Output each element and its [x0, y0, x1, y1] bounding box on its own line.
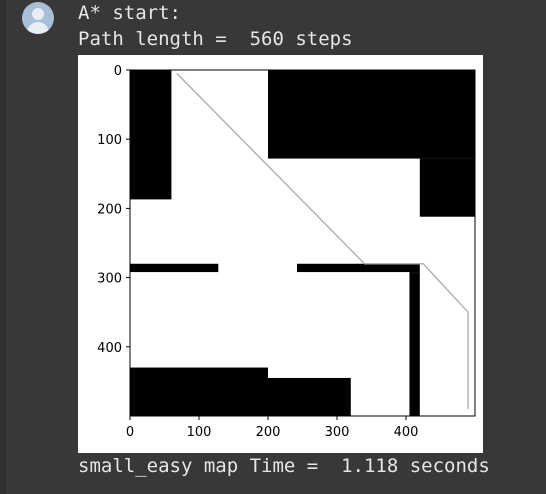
axes-frame — [129, 69, 476, 417]
output-line-time: small_easy map Time = 1.118 seconds — [78, 455, 490, 477]
y-tick-label-1: 100 — [97, 133, 122, 148]
maze-plot: 0 100 200 300 400 0 100 200 300 400 — [97, 64, 476, 440]
y-tick-label-4: 400 — [97, 341, 122, 356]
obstacle-4 — [296, 263, 420, 273]
obstacle-1 — [268, 70, 475, 159]
x-tick-label-1: 100 — [187, 425, 212, 440]
obstacle-0 — [130, 70, 172, 200]
output-line-astar-start: A* start: — [78, 2, 181, 24]
output-line-path-length: Path length = 560 steps — [78, 28, 353, 50]
obstacle-7 — [268, 377, 351, 416]
path-line — [176, 73, 469, 410]
user-avatar-icon — [22, 2, 54, 34]
x-tick-label-2: 200 — [256, 425, 281, 440]
plot-figure: 0 100 200 300 400 0 100 200 300 400 — [78, 55, 483, 453]
y-tick-label-3: 300 — [97, 272, 122, 287]
avatar-head — [32, 8, 44, 20]
obstacle-5 — [409, 272, 420, 416]
cell-gutter — [0, 0, 6, 494]
avatar-body — [27, 22, 49, 34]
obstacle-2 — [419, 158, 475, 217]
x-tick-label-0: 0 — [126, 425, 134, 440]
obstacle-6 — [130, 367, 268, 416]
x-tick-label-4: 400 — [394, 425, 419, 440]
y-tick-label-2: 200 — [97, 202, 122, 217]
obstacle-3 — [130, 263, 219, 273]
x-tick-label-3: 300 — [325, 425, 350, 440]
y-tick-label-0: 0 — [114, 64, 122, 79]
